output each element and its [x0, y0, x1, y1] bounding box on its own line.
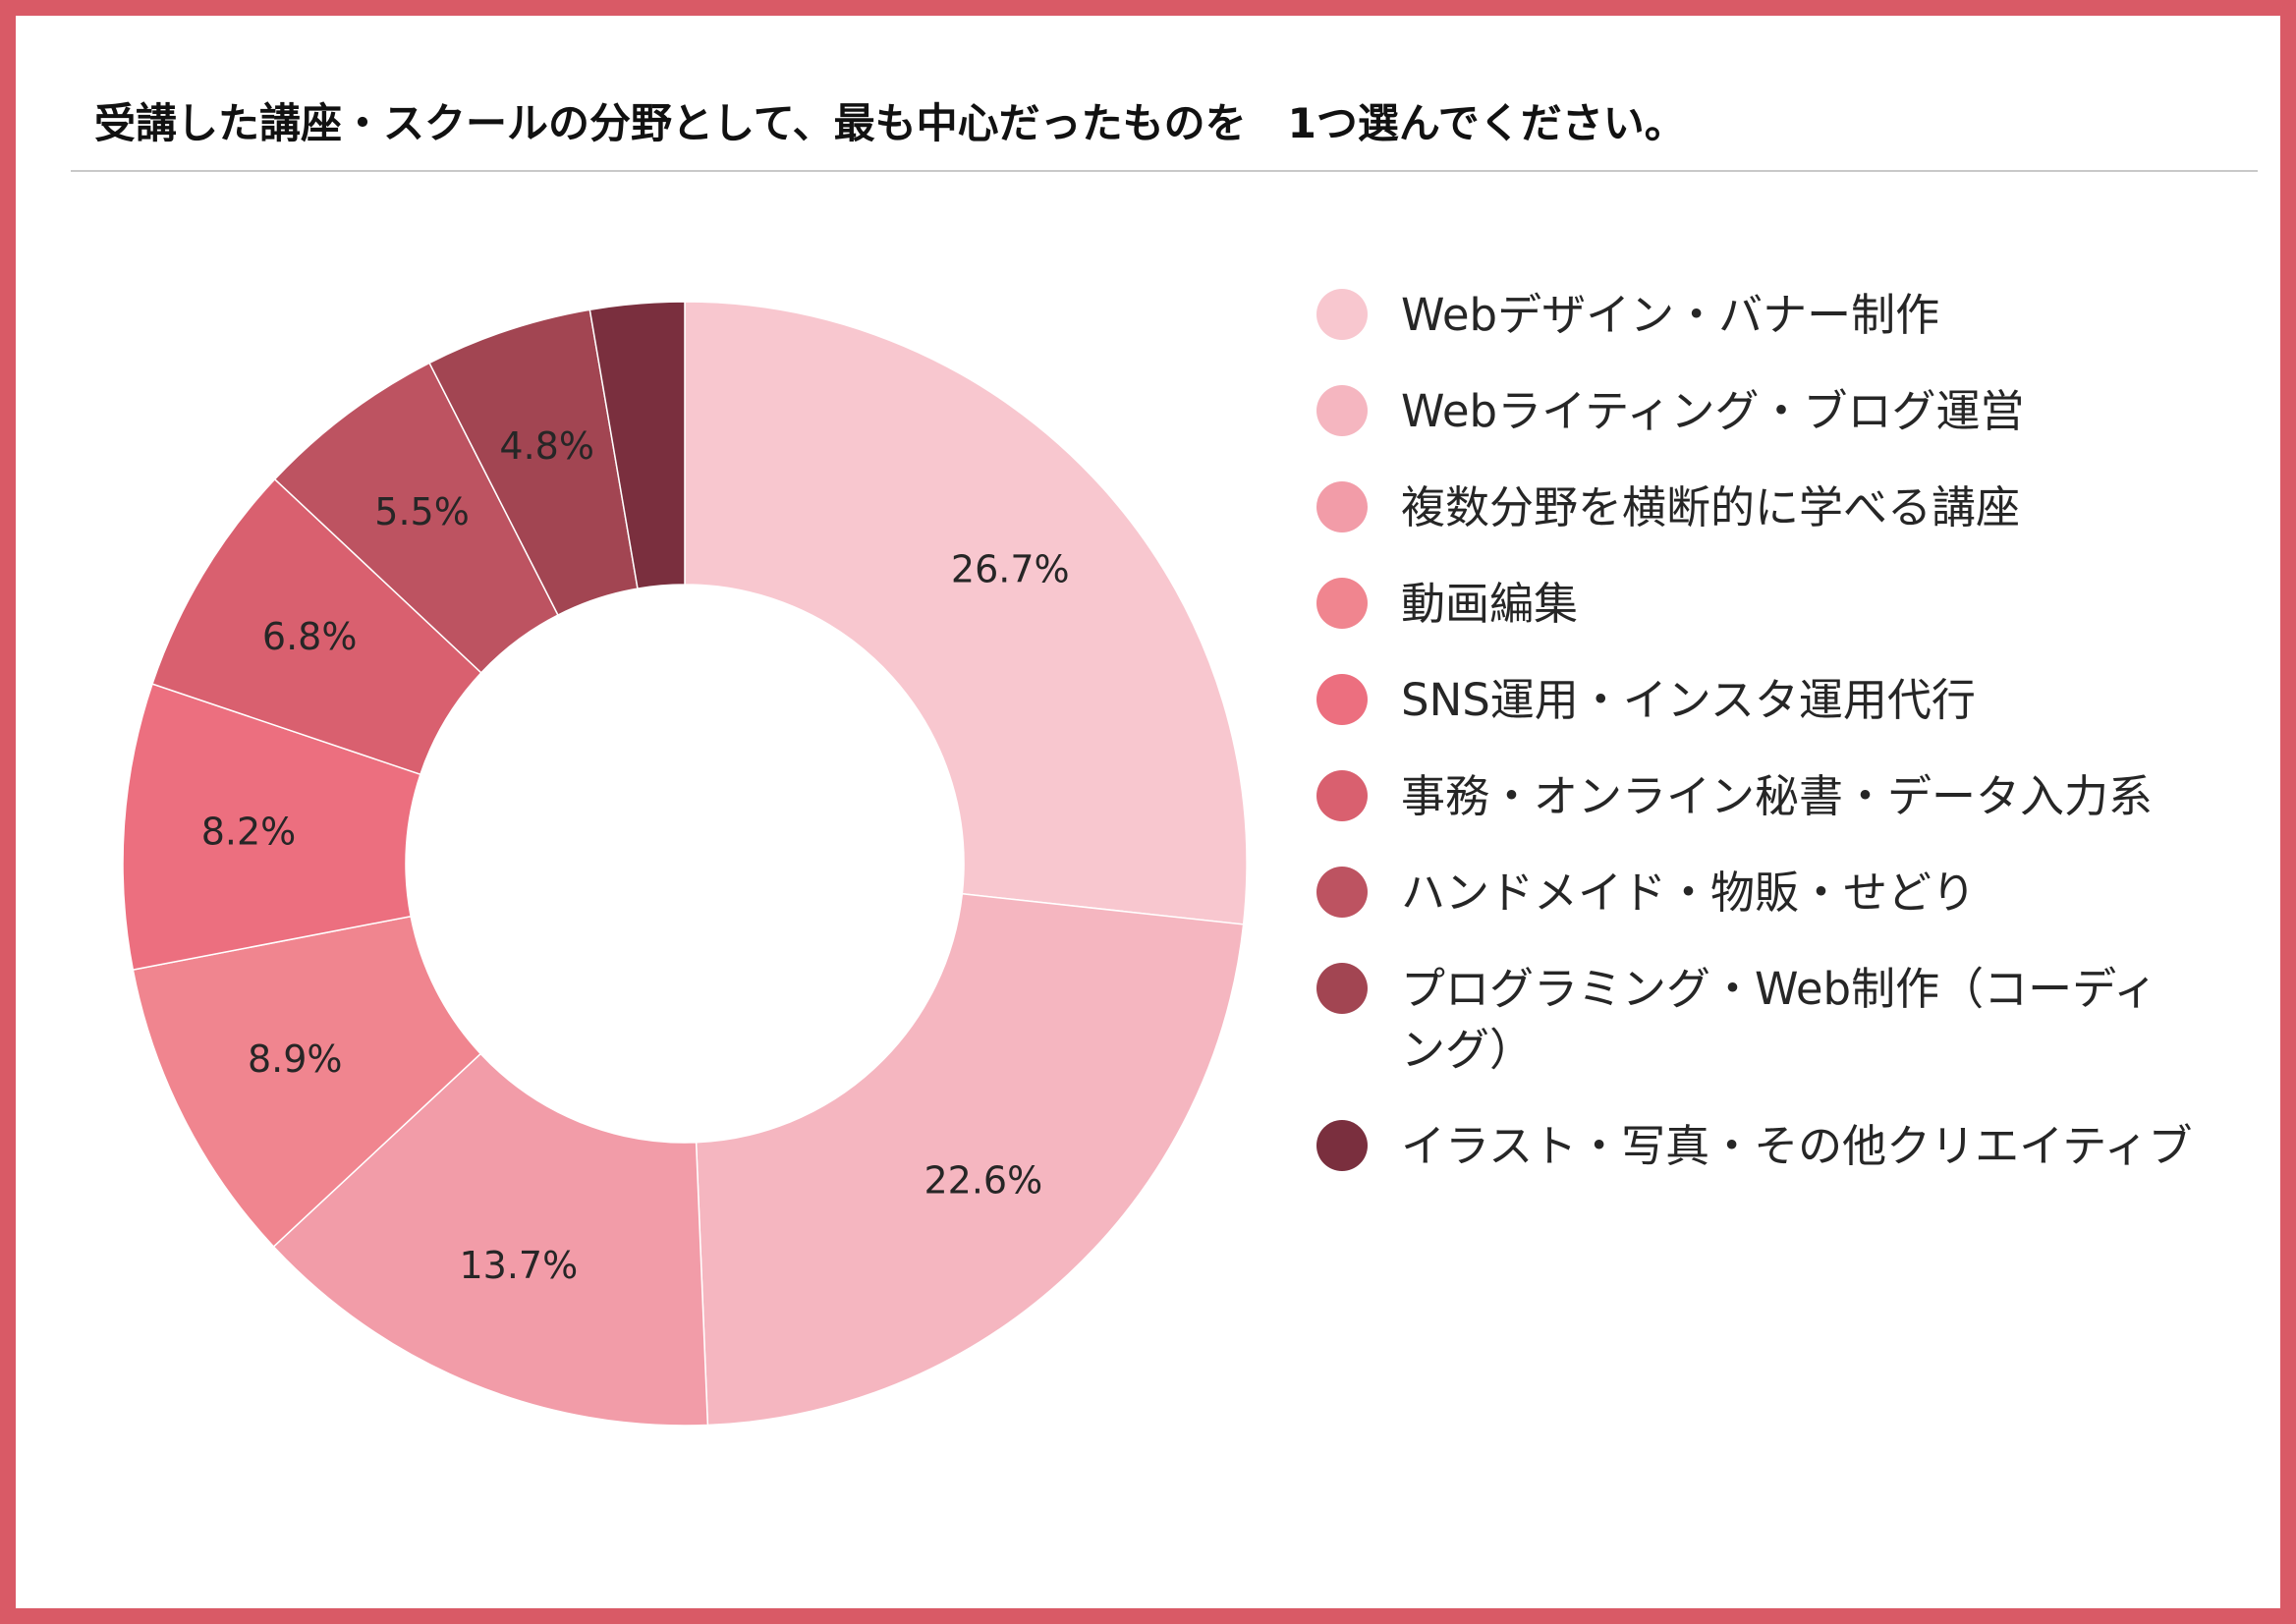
- donut-slice-2: [695, 892, 1245, 1427]
- legend-label-8: プログラミング・Web制作（コーディング）: [1401, 963, 2157, 1076]
- slice-value-label-7: 5.5%: [374, 490, 470, 533]
- slice-value-label-3: 13.7%: [459, 1244, 578, 1287]
- slice-value-label-2: 22.6%: [924, 1159, 1042, 1203]
- legend-item-1: Webデザイン・バナー制作: [1316, 285, 2201, 346]
- legend-item-3: 複数分野を横断的に学べる講座: [1316, 477, 2201, 538]
- legend-label-5: SNS運用・インスタ運用代行: [1401, 674, 1976, 726]
- legend-swatch-7: [1316, 867, 1368, 918]
- legend-label-2: Webライティング・ブログ運営: [1401, 385, 2025, 437]
- slice-value-label-6: 6.8%: [262, 615, 358, 658]
- donut-slice-9: [588, 301, 686, 589]
- legend-swatch-5: [1316, 674, 1368, 725]
- legend-swatch-3: [1316, 481, 1368, 532]
- legend-item-7: ハンドメイド・物販・せどり: [1316, 863, 2201, 924]
- legend-label-3: 複数分野を横断的に学べる講座: [1401, 481, 2021, 533]
- donut-slice-3: [272, 1052, 709, 1427]
- slice-value-label-5: 8.2%: [201, 810, 297, 853]
- title-divider: [71, 170, 2258, 172]
- legend-item-5: SNS運用・インスタ運用代行: [1316, 670, 2201, 731]
- legend-swatch-6: [1316, 770, 1368, 821]
- legend-swatch-1: [1316, 289, 1368, 340]
- legend-swatch-4: [1316, 578, 1368, 629]
- slice-value-label-8: 4.8%: [499, 424, 594, 468]
- legend-swatch-2: [1316, 385, 1368, 436]
- legend-item-4: 動画編集: [1316, 574, 2201, 635]
- slice-value-label-1: 26.7%: [951, 547, 1070, 590]
- slice-value-label-4: 8.9%: [248, 1037, 343, 1081]
- legend-item-2: Webライティング・ブログ運営: [1316, 381, 2201, 442]
- chart-title: 受講した講座・スクールの分野として、最も中心だったものを 1つ選んでください。: [94, 99, 1686, 147]
- legend-item-6: 事務・オンライン秘書・データ入力系: [1316, 766, 2201, 827]
- donut-slice-1: [684, 301, 1248, 925]
- legend-swatch-8: [1316, 963, 1368, 1014]
- legend-label-6: 事務・オンライン秘書・データ入力系: [1401, 770, 2154, 822]
- legend-label-4: 動画編集: [1401, 578, 1579, 630]
- chart-legend: Webデザイン・バナー制作 Webライティング・ブログ運営 複数分野を横断的に学べる…: [1316, 285, 2201, 1212]
- legend-item-8: プログラミング・Web制作（コーディング）: [1316, 959, 2201, 1081]
- donut-slice-4: [132, 915, 482, 1248]
- legend-label-1: Webデザイン・バナー制作: [1401, 289, 1940, 341]
- legend-swatch-9: [1316, 1120, 1368, 1171]
- legend-item-9: イラスト・写真・その他クリエイティブ: [1316, 1116, 2201, 1177]
- labels-layer: 26.7% 22.6% 13.7% 8.9% 8.2% 6.8% 5.5% 4.8%: [201, 424, 1070, 1287]
- legend-label-7: ハンドメイド・物販・せどり: [1401, 867, 1977, 919]
- slices-layer: [122, 301, 1248, 1427]
- legend-label-9: イラスト・写真・その他クリエイティブ: [1401, 1120, 2193, 1172]
